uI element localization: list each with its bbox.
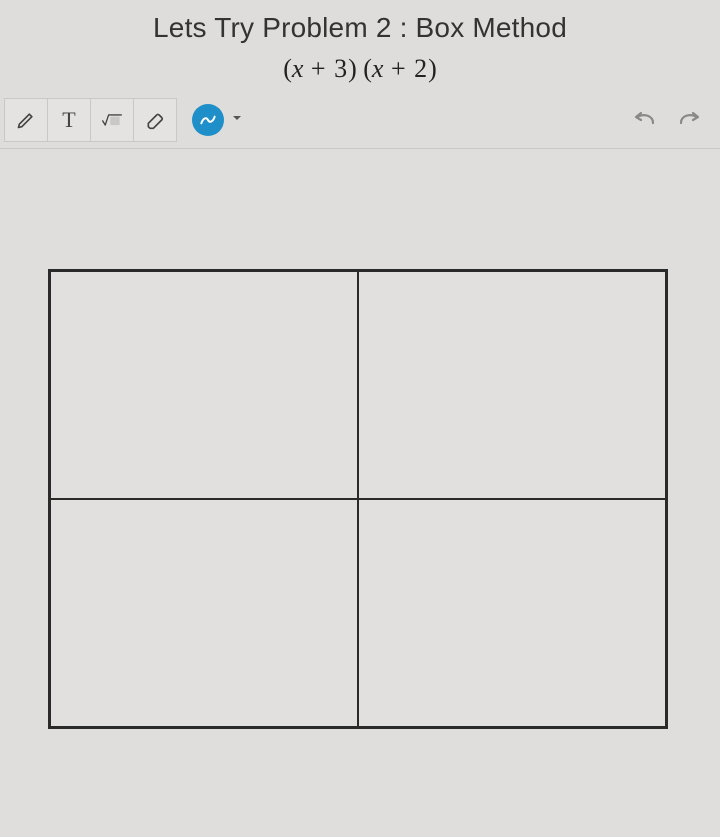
drawing-canvas[interactable] <box>0 149 720 837</box>
undo-redo-group <box>630 106 712 134</box>
paren-close-1: ) <box>348 54 363 83</box>
num-3: 3 <box>334 54 347 83</box>
eraser-tool-button[interactable] <box>133 98 177 142</box>
num-2: 2 <box>414 54 427 83</box>
redo-button[interactable] <box>676 106 704 134</box>
var-x-2: x <box>372 54 384 83</box>
box-cell-0-1[interactable] <box>358 271 666 499</box>
pen-tool-button[interactable] <box>4 98 48 142</box>
undo-icon <box>631 109 657 132</box>
problem-title: Lets Try Problem 2 : Box Method <box>0 12 720 44</box>
redo-icon <box>677 109 703 132</box>
var-x-1: x <box>292 54 304 83</box>
text-icon: T <box>62 107 75 133</box>
paren-open-1: ( <box>283 54 292 83</box>
undo-button[interactable] <box>630 106 658 134</box>
paren-close-2: ) <box>428 54 437 83</box>
chevron-down-icon <box>231 111 243 129</box>
box-method-grid[interactable] <box>48 269 668 729</box>
pen-icon <box>16 110 36 130</box>
scribble-icon <box>198 110 218 130</box>
sqrt-icon <box>101 111 123 129</box>
text-tool-button[interactable]: T <box>47 98 91 142</box>
math-tool-button[interactable] <box>90 98 134 142</box>
box-cell-1-1[interactable] <box>358 499 666 727</box>
problem-expression: (x + 3) (x + 2) <box>0 54 720 84</box>
color-dropdown-button[interactable] <box>228 111 246 129</box>
color-picker-button[interactable] <box>192 104 224 136</box>
eraser-icon <box>145 110 165 130</box>
op-plus-2: + <box>384 54 412 83</box>
paren-open-2: ( <box>363 54 372 83</box>
problem-header: Lets Try Problem 2 : Box Method (x + 3) … <box>0 0 720 92</box>
box-cell-0-0[interactable] <box>50 271 358 499</box>
box-cell-1-0[interactable] <box>50 499 358 727</box>
drawing-toolbar: T <box>0 92 720 149</box>
op-plus-1: + <box>304 54 332 83</box>
